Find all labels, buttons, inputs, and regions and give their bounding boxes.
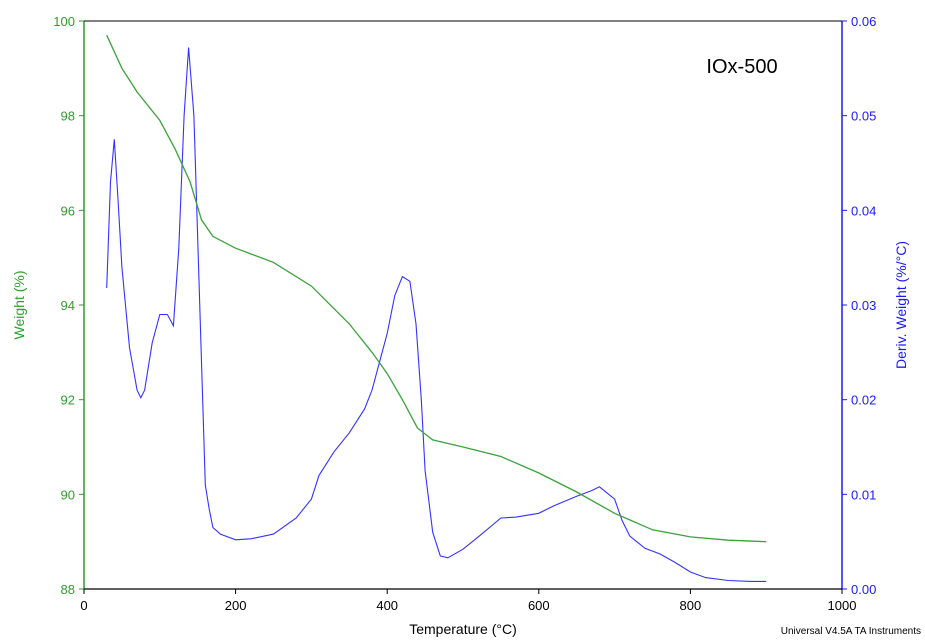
x-tick-label: 600 [528,598,550,613]
y-left-tick-label: 96 [61,203,75,218]
deriv-weight-series-line [106,47,767,582]
y-right-tick-label: 0.00 [851,582,876,597]
y-right-tick-label: 0.05 [851,109,876,124]
x-tick-label: 200 [225,598,247,613]
y-left-tick-label: 92 [61,393,75,408]
left-axis-ticks: 88 90 92 94 96 98 100 [53,14,84,597]
x-tick-label: 800 [680,598,702,613]
instrument-footer: Universal V4.5A TA Instruments [781,626,921,637]
x-tick-label: 1000 [828,598,857,613]
y-right-axis-title: Deriv. Weight (%/°C) [893,241,909,369]
y-left-tick-label: 100 [53,14,75,29]
y-left-tick-label: 90 [61,487,75,502]
y-left-axis-title: Weight (%) [11,271,27,340]
weight-series-line [106,34,767,543]
y-right-tick-label: 0.02 [851,393,876,408]
y-right-tick-label: 0.06 [851,14,876,29]
y-left-tick-label: 94 [61,298,75,313]
x-tick-label: 0 [80,598,87,613]
y-right-tick-label: 0.04 [851,203,876,218]
y-left-tick-label: 98 [61,109,75,124]
bottom-axis-ticks: 0 200 400 600 800 1000 [80,589,856,613]
sample-annotation: IOx-500 [706,56,777,78]
x-tick-label: 400 [376,598,398,613]
y-right-tick-label: 0.01 [851,487,876,502]
right-axis-ticks: 0.00 0.01 0.02 0.03 0.04 0.05 0.06 [842,14,876,597]
y-right-tick-label: 0.03 [851,298,876,313]
x-axis-title: Temperature (°C) [409,621,517,637]
y-left-tick-label: 88 [61,582,75,597]
